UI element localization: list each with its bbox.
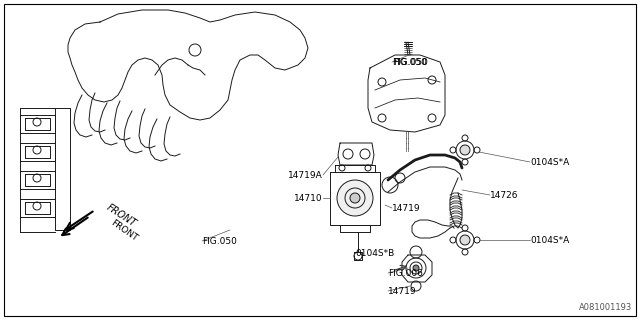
Text: FRONT: FRONT: [105, 203, 138, 229]
Text: FIG.050: FIG.050: [392, 58, 427, 67]
Text: 14719A: 14719A: [288, 171, 323, 180]
Text: 14710: 14710: [294, 194, 323, 203]
Circle shape: [413, 265, 419, 271]
Text: FRONT: FRONT: [109, 218, 140, 243]
Circle shape: [460, 145, 470, 155]
Text: 14726: 14726: [490, 190, 518, 199]
Text: FIG.050: FIG.050: [202, 236, 237, 245]
Circle shape: [460, 235, 470, 245]
Circle shape: [337, 180, 373, 216]
Text: 0104S*A: 0104S*A: [530, 157, 569, 166]
Text: A081001193: A081001193: [579, 303, 632, 312]
Text: 0104S*A: 0104S*A: [530, 236, 569, 244]
Text: 0104S*B: 0104S*B: [355, 250, 394, 259]
Circle shape: [350, 193, 360, 203]
Text: 14719: 14719: [392, 204, 420, 212]
Text: FIG.006: FIG.006: [388, 268, 423, 277]
Text: 14719: 14719: [388, 286, 417, 295]
Text: FIG.050: FIG.050: [393, 58, 428, 67]
